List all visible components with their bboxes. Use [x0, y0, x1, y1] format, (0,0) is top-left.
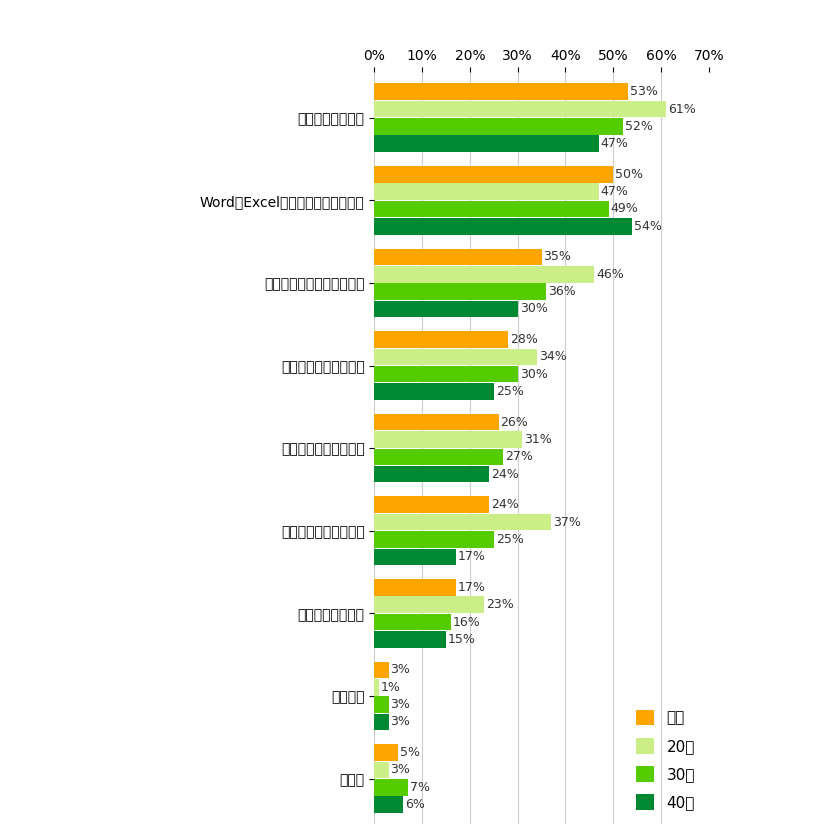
Text: 3%: 3% — [391, 664, 411, 676]
Bar — [375, 184, 599, 200]
Bar — [375, 300, 517, 317]
Bar — [375, 166, 613, 183]
Text: 16%: 16% — [453, 616, 480, 628]
Bar — [375, 331, 508, 348]
Text: 7%: 7% — [410, 781, 429, 794]
Text: 3%: 3% — [391, 698, 411, 711]
Bar — [375, 679, 379, 696]
Bar — [375, 348, 537, 365]
Bar — [375, 762, 389, 778]
Text: 15%: 15% — [448, 633, 475, 646]
Bar — [375, 135, 599, 152]
Bar — [375, 83, 627, 100]
Bar — [375, 796, 403, 813]
Bar — [375, 614, 451, 630]
Bar — [375, 266, 594, 283]
Text: 23%: 23% — [486, 598, 514, 611]
Bar — [375, 779, 407, 795]
Bar — [375, 466, 489, 482]
Text: 6%: 6% — [405, 798, 425, 811]
Bar — [375, 549, 455, 565]
Bar — [375, 383, 494, 400]
Text: 30%: 30% — [520, 302, 548, 315]
Text: 27%: 27% — [505, 451, 533, 463]
Text: 28%: 28% — [510, 333, 538, 346]
Bar — [375, 248, 542, 265]
Bar — [375, 449, 503, 465]
Bar — [375, 696, 389, 713]
Bar — [375, 714, 389, 730]
Text: 5%: 5% — [400, 746, 420, 759]
Text: 54%: 54% — [634, 220, 662, 233]
Bar — [375, 513, 551, 530]
Text: 46%: 46% — [596, 268, 624, 281]
Text: 3%: 3% — [391, 716, 411, 728]
Bar — [375, 631, 446, 648]
Text: 24%: 24% — [491, 498, 518, 511]
Text: 53%: 53% — [629, 86, 658, 98]
Bar — [375, 431, 522, 448]
Text: 30%: 30% — [520, 367, 548, 381]
Text: 26%: 26% — [501, 415, 528, 429]
Text: 52%: 52% — [625, 120, 653, 133]
Text: 34%: 34% — [538, 351, 566, 363]
Bar — [375, 662, 389, 678]
Text: 35%: 35% — [543, 250, 571, 263]
Bar — [375, 101, 666, 117]
Bar — [375, 744, 398, 761]
Bar — [375, 118, 622, 134]
Bar — [375, 366, 517, 383]
Text: 61%: 61% — [668, 102, 696, 116]
Text: 36%: 36% — [549, 285, 576, 298]
Text: 47%: 47% — [601, 185, 628, 198]
Bar — [375, 531, 494, 548]
Text: 49%: 49% — [611, 202, 638, 216]
Text: 25%: 25% — [496, 533, 523, 546]
Text: 1%: 1% — [381, 680, 401, 694]
Text: 3%: 3% — [391, 763, 411, 776]
Text: 25%: 25% — [496, 385, 523, 398]
Bar — [375, 579, 455, 596]
Bar — [375, 218, 633, 235]
Text: 17%: 17% — [458, 550, 486, 563]
Text: 24%: 24% — [491, 467, 518, 481]
Text: 47%: 47% — [601, 138, 628, 150]
Text: 31%: 31% — [524, 433, 552, 446]
Bar — [375, 597, 484, 613]
Legend: 全体, 20代, 30代, 40代: 全体, 20代, 30代, 40代 — [630, 704, 701, 816]
Bar — [375, 201, 608, 217]
Bar — [375, 284, 546, 300]
Bar — [375, 414, 499, 430]
Text: 17%: 17% — [458, 581, 486, 594]
Text: 50%: 50% — [615, 168, 643, 180]
Text: 37%: 37% — [553, 516, 581, 529]
Bar — [375, 497, 489, 513]
